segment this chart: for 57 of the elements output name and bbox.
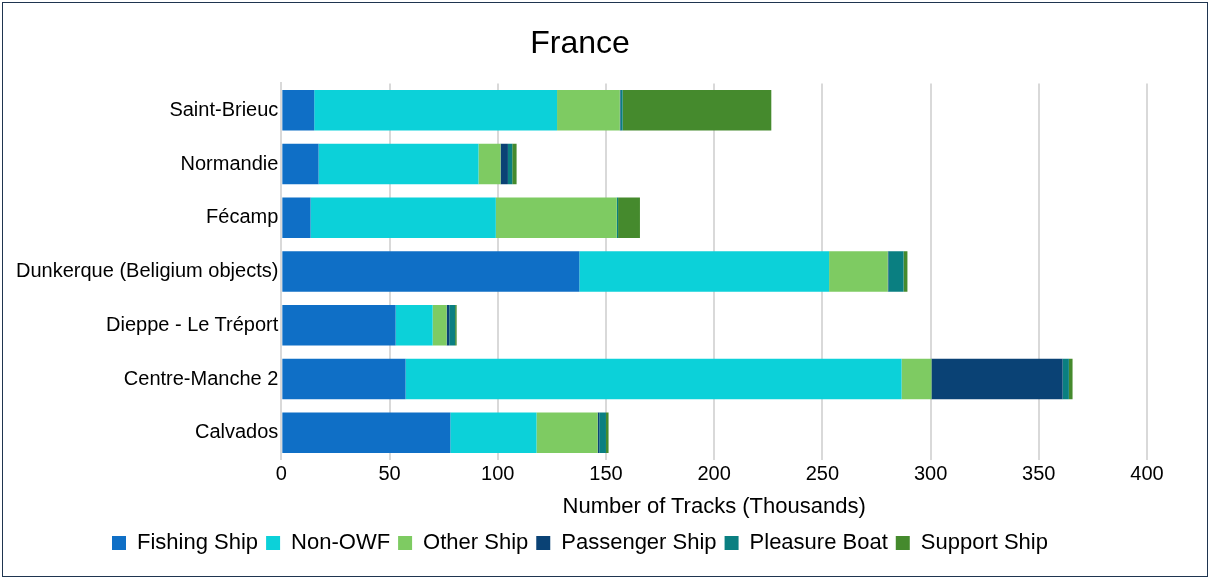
bar bbox=[507, 143, 513, 185]
bar bbox=[449, 305, 456, 346]
bar bbox=[495, 197, 617, 238]
bar bbox=[314, 90, 558, 131]
y-tick-label: Centre-Manche 2 bbox=[123, 366, 279, 389]
bar bbox=[1068, 358, 1073, 400]
bar bbox=[318, 143, 479, 185]
bar bbox=[310, 197, 496, 238]
y-tick-label: Calvados bbox=[194, 420, 279, 443]
bar bbox=[579, 251, 830, 292]
bar bbox=[432, 305, 447, 346]
x-tick-label: 100 bbox=[481, 462, 515, 485]
bar bbox=[450, 412, 537, 453]
legend-label: Other Ship bbox=[423, 529, 529, 555]
legend-label: Support Ship bbox=[920, 529, 1048, 555]
x-tick-label: 400 bbox=[1130, 462, 1164, 485]
bar bbox=[599, 412, 606, 453]
bar bbox=[618, 197, 640, 238]
y-tick-label: Dieppe - Le Tréport bbox=[106, 312, 279, 335]
y-tick-label: Normandie bbox=[180, 151, 279, 174]
bar bbox=[282, 305, 396, 346]
bar bbox=[557, 90, 620, 131]
bar bbox=[500, 143, 508, 185]
x-tick-label: 300 bbox=[913, 462, 948, 485]
bar bbox=[282, 197, 311, 238]
bar bbox=[605, 412, 609, 453]
bar bbox=[536, 412, 598, 453]
legend-label: Non-OWF bbox=[291, 529, 391, 555]
legend-label: Pleasure Boat bbox=[749, 529, 888, 555]
bar bbox=[405, 358, 902, 400]
x-tick-label: 150 bbox=[589, 462, 623, 485]
chart-title: France bbox=[530, 24, 630, 61]
bar bbox=[888, 251, 904, 292]
x-tick-label: 250 bbox=[805, 462, 840, 485]
legend-label: Fishing Ship bbox=[137, 529, 259, 555]
x-tick-label: 350 bbox=[1022, 462, 1056, 485]
x-tick-label: 200 bbox=[697, 462, 731, 485]
bar bbox=[512, 143, 517, 185]
bar bbox=[282, 90, 315, 131]
bar bbox=[901, 358, 932, 400]
bar bbox=[829, 251, 888, 292]
x-tick-label: 0 bbox=[275, 462, 287, 485]
y-tick-label: Fécamp bbox=[206, 205, 279, 228]
bar bbox=[1062, 358, 1069, 400]
y-tick-label: Dunkerque (Beligium objects) bbox=[16, 259, 279, 282]
bar bbox=[395, 305, 433, 346]
legend-label: Passenger Ship bbox=[561, 529, 717, 555]
y-tick-label: Saint-Brieuc bbox=[169, 97, 279, 120]
bar bbox=[282, 412, 451, 453]
bar bbox=[282, 251, 580, 292]
bar bbox=[282, 358, 406, 400]
bar bbox=[622, 90, 772, 131]
x-tick-label: 50 bbox=[378, 462, 401, 485]
bar bbox=[478, 143, 501, 185]
bar bbox=[282, 143, 319, 185]
x-axis-title: Number of Tracks (Thousands) bbox=[562, 492, 866, 518]
bar bbox=[931, 358, 1063, 400]
